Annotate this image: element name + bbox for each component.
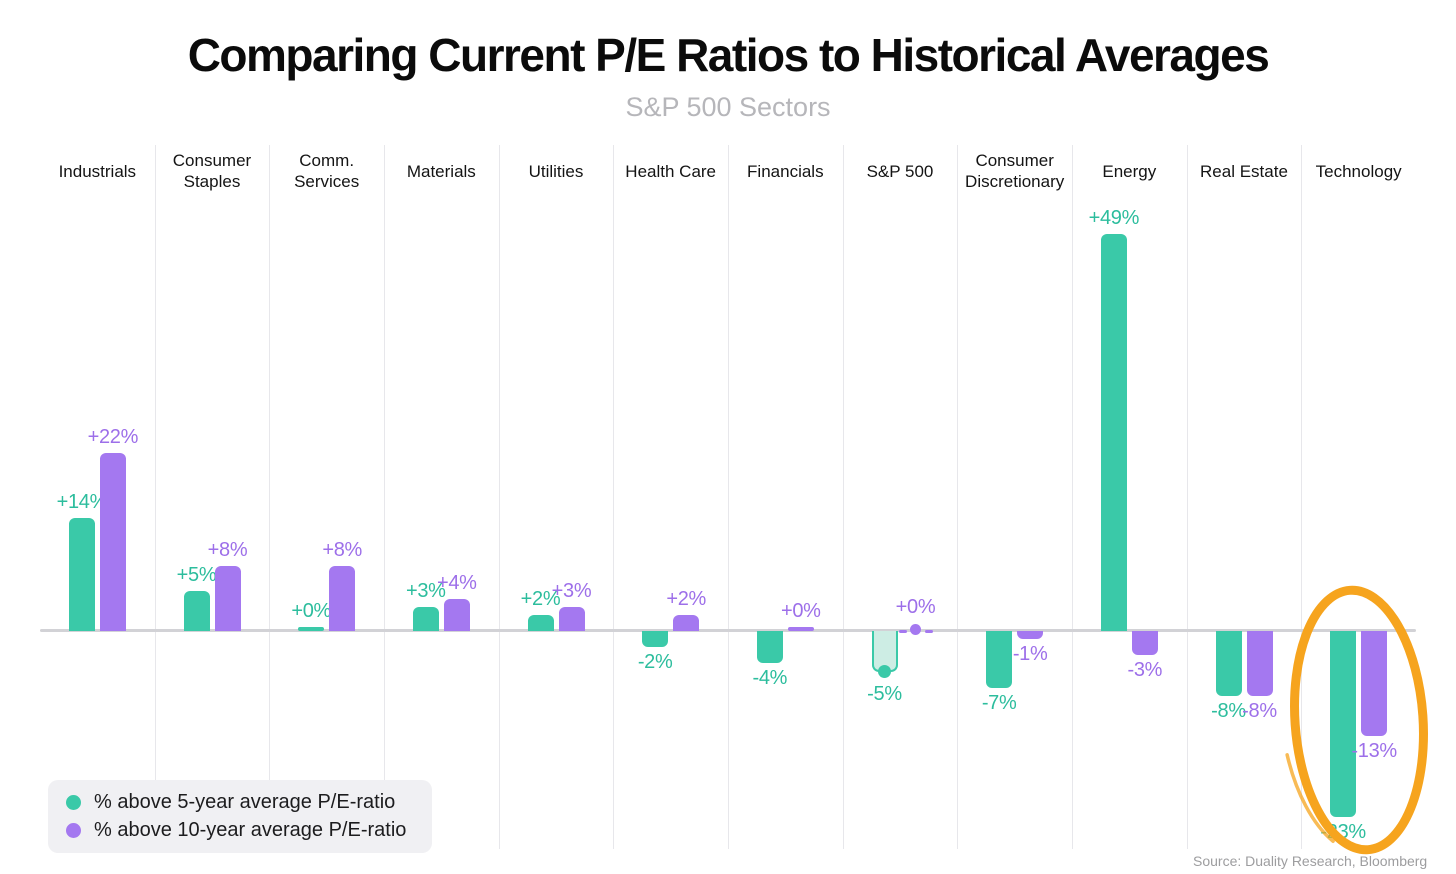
bar-comm-services-5yr <box>298 627 325 631</box>
column-divider <box>842 145 844 849</box>
legend-label-5yr: % above 5-year average P/E-ratio <box>94 791 396 813</box>
bar-value-label-energy-10yr: -3% <box>1127 659 1163 682</box>
bar-energy-5yr <box>1100 234 1127 631</box>
bar-health-care-5yr <box>642 631 669 648</box>
column-divider <box>957 145 959 849</box>
column-header-consumer-staples: Consumer Staples <box>172 151 252 191</box>
zero-axis-line <box>40 629 1416 632</box>
legend: % above 5-year average P/E-ratio % above… <box>48 780 433 853</box>
bar-comm-services-10yr <box>329 566 356 631</box>
bar-value-label-real-estate-5yr: -8% <box>1211 699 1246 722</box>
bar-value-label-consumer-staples-5yr: +5% <box>176 563 217 586</box>
bar-value-label-materials-5yr: +3% <box>405 579 446 602</box>
bar-energy-10yr <box>1131 631 1158 656</box>
column-divider <box>384 145 385 849</box>
bar-value-label-financials-5yr: -4% <box>752 667 788 690</box>
column-header-utilities: Utilities <box>528 161 584 181</box>
bar-consumer-discretionary-5yr <box>986 631 1013 688</box>
column-divider <box>1301 145 1303 849</box>
bar-value-label-industrials-10yr: +22% <box>87 425 139 448</box>
bar-value-label-financials-10yr: +0% <box>780 600 821 622</box>
bar-value-label-real-estate-10yr: -8% <box>1242 699 1277 722</box>
legend-item-10yr: % above 10-year average P/E-ratio <box>66 819 406 842</box>
bar-industrials-5yr <box>68 517 95 631</box>
bar-industrials-10yr <box>99 452 126 631</box>
bar-value-label-consumer-staples-10yr: +8% <box>207 539 248 562</box>
page-subtitle: S&P 500 Sectors <box>625 92 831 122</box>
bar-value-label-energy-5yr: +49% <box>1088 207 1140 230</box>
bar-value-label-health-care-5yr: -2% <box>637 651 673 674</box>
column-header-technology: Technology <box>1315 161 1402 181</box>
bar-technology-5yr <box>1330 631 1357 818</box>
source-note: Source: Duality Research, Bloomberg <box>1193 853 1428 869</box>
benchmark-bar-5yr <box>871 631 898 672</box>
column-header-s-p-500: S&P 500 <box>866 161 934 181</box>
benchmark-dash-icon <box>898 629 907 633</box>
column-divider <box>613 145 615 849</box>
bar-value-label-utilities-5yr: +2% <box>520 587 561 610</box>
bar-value-label-comm-services-5yr: +0% <box>291 600 331 622</box>
legend-label-10yr: % above 10-year average P/E-ratio <box>94 819 407 841</box>
bar-real-estate-5yr <box>1215 631 1242 696</box>
column-header-energy: Energy <box>1102 161 1157 181</box>
bar-value-label-materials-10yr: +4% <box>436 571 477 594</box>
legend-swatch-10yr-icon <box>66 823 81 838</box>
column-header-health-care: Health Care <box>625 161 717 181</box>
bar-value-label-technology-10yr: -13% <box>1351 740 1397 763</box>
bar-utilities-10yr <box>558 606 585 631</box>
column-header-consumer-discretionary: Consumer Discretionary <box>965 151 1065 191</box>
benchmark-dash-icon <box>924 629 933 633</box>
benchmark-dot-5yr-icon <box>878 665 891 678</box>
bar-value-label-consumer-discretionary-10yr: -1% <box>1012 643 1048 666</box>
column-divider <box>1186 145 1188 849</box>
column-divider <box>1072 145 1073 849</box>
column-header-financials: Financials <box>747 161 824 181</box>
bar-value-label-comm-services-10yr: +8% <box>322 539 362 562</box>
bar-real-estate-10yr <box>1246 631 1273 696</box>
column-header-industrials: Industrials <box>58 161 137 181</box>
column-header-real-estate: Real Estate <box>1200 161 1288 181</box>
bar-materials-5yr <box>412 606 439 631</box>
column-divider <box>269 145 271 849</box>
bar-financials-5yr <box>756 631 783 664</box>
bar-materials-10yr <box>443 598 470 631</box>
bar-consumer-staples-5yr <box>183 590 210 631</box>
bar-technology-10yr <box>1361 631 1388 737</box>
column-divider <box>498 145 500 849</box>
bar-consumer-discretionary-10yr <box>1017 631 1044 640</box>
bar-value-label-technology-5yr: -23% <box>1320 821 1366 844</box>
bar-financials-10yr <box>787 627 814 631</box>
column-header-materials: Materials <box>406 161 476 181</box>
bar-value-label-s-p-500-5yr: -5% <box>867 682 902 705</box>
bar-consumer-staples-10yr <box>214 566 241 631</box>
bar-value-label-industrials-5yr: +14% <box>56 490 108 513</box>
bar-value-label-health-care-10yr: +2% <box>666 587 706 610</box>
bar-value-label-consumer-discretionary-5yr: -7% <box>981 691 1017 714</box>
legend-item-5yr: % above 5-year average P/E-ratio <box>66 791 406 814</box>
bar-value-label-s-p-500-10yr: +0% <box>895 596 936 618</box>
column-divider <box>728 145 729 849</box>
legend-swatch-5yr-icon <box>66 795 81 810</box>
benchmark-dot-10yr-icon <box>910 624 921 635</box>
column-header-comm-services: Comm. Services <box>294 151 360 191</box>
bar-health-care-10yr <box>673 614 700 631</box>
page-title: Comparing Current P/E Ratios to Historic… <box>187 29 1270 81</box>
column-divider <box>154 145 156 849</box>
bar-value-label-utilities-10yr: +3% <box>551 579 592 602</box>
bar-utilities-5yr <box>527 614 554 631</box>
